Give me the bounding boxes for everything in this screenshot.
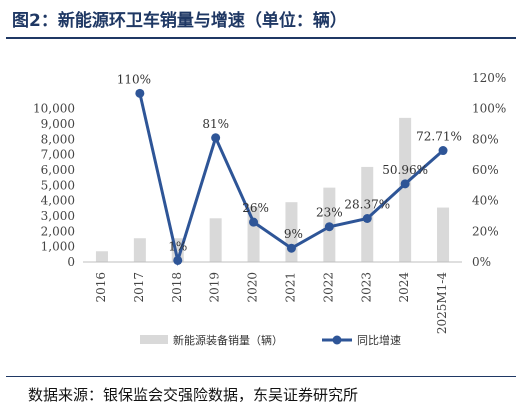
growth-data-label: 23% — [316, 206, 343, 220]
x-tick-label: 2023 — [359, 272, 373, 303]
bar — [133, 238, 146, 262]
growth-point — [173, 255, 183, 265]
y-right-tick-label: 80% — [472, 132, 499, 146]
bar — [209, 218, 222, 262]
growth-data-label: 9% — [284, 227, 303, 241]
x-tick-label: 2021 — [283, 272, 297, 303]
y-right-tick-label: 20% — [472, 224, 499, 238]
growth-point — [211, 133, 221, 143]
growth-data-label: 72.71% — [416, 130, 462, 144]
y-left-tick-label: 3,000 — [41, 209, 75, 223]
growth-point — [249, 217, 259, 227]
title-rule — [6, 37, 516, 39]
legend-bar-swatch — [140, 335, 168, 344]
y-left-tick-label: 6,000 — [41, 163, 75, 177]
legend-bar-label: 新能源装备销量（辆） — [173, 333, 283, 347]
x-tick-label: 2018 — [170, 272, 184, 303]
y-right-tick-label: 120% — [472, 71, 506, 85]
source-note: 数据来源：银保监会交强险数据，东吴证券研究所 — [28, 386, 359, 404]
y-left-tick-label: 5,000 — [41, 178, 75, 192]
growth-point — [362, 213, 372, 223]
growth-point — [286, 243, 296, 253]
growth-point — [438, 146, 448, 156]
growth-data-label: 1% — [168, 239, 187, 253]
growth-point — [400, 179, 410, 189]
y-right-tick-label: 60% — [472, 163, 499, 177]
legend-line-marker — [332, 335, 342, 345]
y-left-tick-label: 9,000 — [41, 117, 75, 131]
x-tick-label: 2016 — [94, 272, 108, 303]
growth-point — [135, 88, 145, 98]
bar — [399, 117, 412, 262]
y-right-tick-label: 100% — [472, 102, 506, 116]
growth-data-label: 81% — [202, 117, 229, 131]
x-tick-label: 2022 — [321, 272, 335, 303]
legend-line-label: 同比增速 — [357, 333, 401, 347]
growth-data-label: 110% — [117, 72, 151, 86]
y-left-tick-label: 7,000 — [41, 148, 75, 162]
y-left-tick-label: 0 — [67, 255, 75, 269]
growth-point — [324, 222, 334, 232]
x-tick-label: 2024 — [397, 272, 411, 303]
growth-data-label: 50.96% — [382, 163, 428, 177]
x-tick-label: 2019 — [208, 272, 222, 303]
chart-title: 图2：新能源环卫车销量与增速（单位：辆） — [12, 11, 347, 31]
x-tick-label: 2017 — [132, 272, 146, 303]
bar — [437, 207, 450, 262]
x-tick-label: 2020 — [246, 272, 260, 303]
y-left-tick-label: 10,000 — [33, 102, 75, 116]
bar — [247, 206, 260, 262]
y-left-tick-label: 8,000 — [41, 132, 75, 146]
y-right-tick-label: 0% — [472, 255, 491, 269]
y-left-tick-label: 4,000 — [41, 194, 75, 208]
growth-data-label: 26% — [242, 201, 269, 215]
growth-data-label: 28.37% — [344, 197, 390, 211]
bar — [95, 251, 108, 262]
y-right-tick-label: 40% — [472, 194, 499, 208]
x-tick-label: 2025M1-4 — [435, 272, 449, 335]
y-left-tick-label: 2,000 — [41, 224, 75, 238]
y-left-tick-label: 1,000 — [41, 240, 75, 254]
source-rule — [6, 376, 516, 377]
